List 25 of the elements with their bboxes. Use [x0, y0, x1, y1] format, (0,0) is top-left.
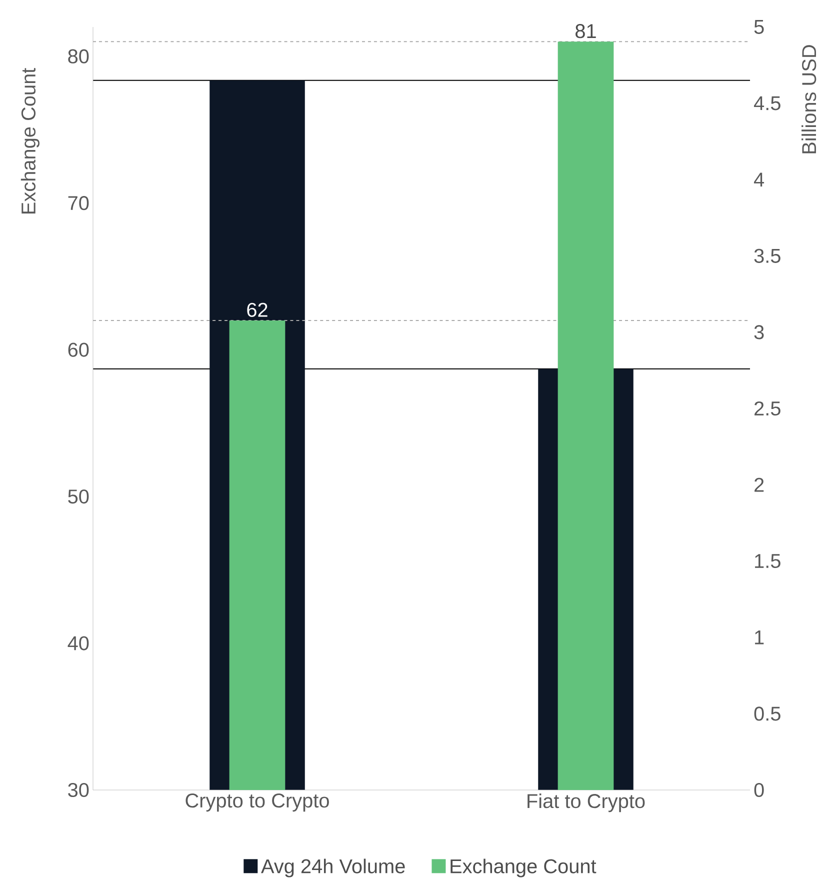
y2-tick-label: 2 — [754, 478, 764, 492]
y-axis-title: Exchange Count — [20, 68, 40, 214]
y2-tick-label: 2.5 — [754, 401, 780, 416]
y-tick-label: 60 — [68, 342, 89, 357]
data-label: 81 — [576, 24, 596, 38]
y2-axis-title: Billions USD — [802, 45, 816, 154]
y2-tick-label: 4 — [754, 172, 764, 186]
y2-tick-label: 0 — [754, 782, 764, 798]
y-tick-label: 50 — [68, 489, 89, 504]
data-label: 62 — [247, 302, 268, 317]
y2-tick-label: 5 — [754, 20, 764, 34]
y2-tick-label: 4.5 — [754, 96, 780, 110]
y2-tick-label: 3 — [754, 325, 764, 340]
y2-tick-label: 0.5 — [754, 706, 780, 721]
y2-tick-label: 1.5 — [755, 554, 780, 568]
y-tick-label: 70 — [68, 196, 89, 210]
y-tick-label: 40 — [68, 636, 89, 650]
x-tick-label: Fiat to Crypto — [528, 794, 645, 812]
y-tick-label: 30 — [68, 782, 89, 798]
legend-label: Avg 24h Volume — [260, 858, 405, 878]
y-tick-label: 80 — [68, 49, 89, 64]
y2-tick-label: 1 — [755, 630, 764, 644]
x-tick-label: Crypto to Crypto — [186, 794, 329, 812]
y2-tick-label: 3.5 — [754, 248, 780, 263]
legend-label: Exchange Count — [450, 858, 596, 878]
